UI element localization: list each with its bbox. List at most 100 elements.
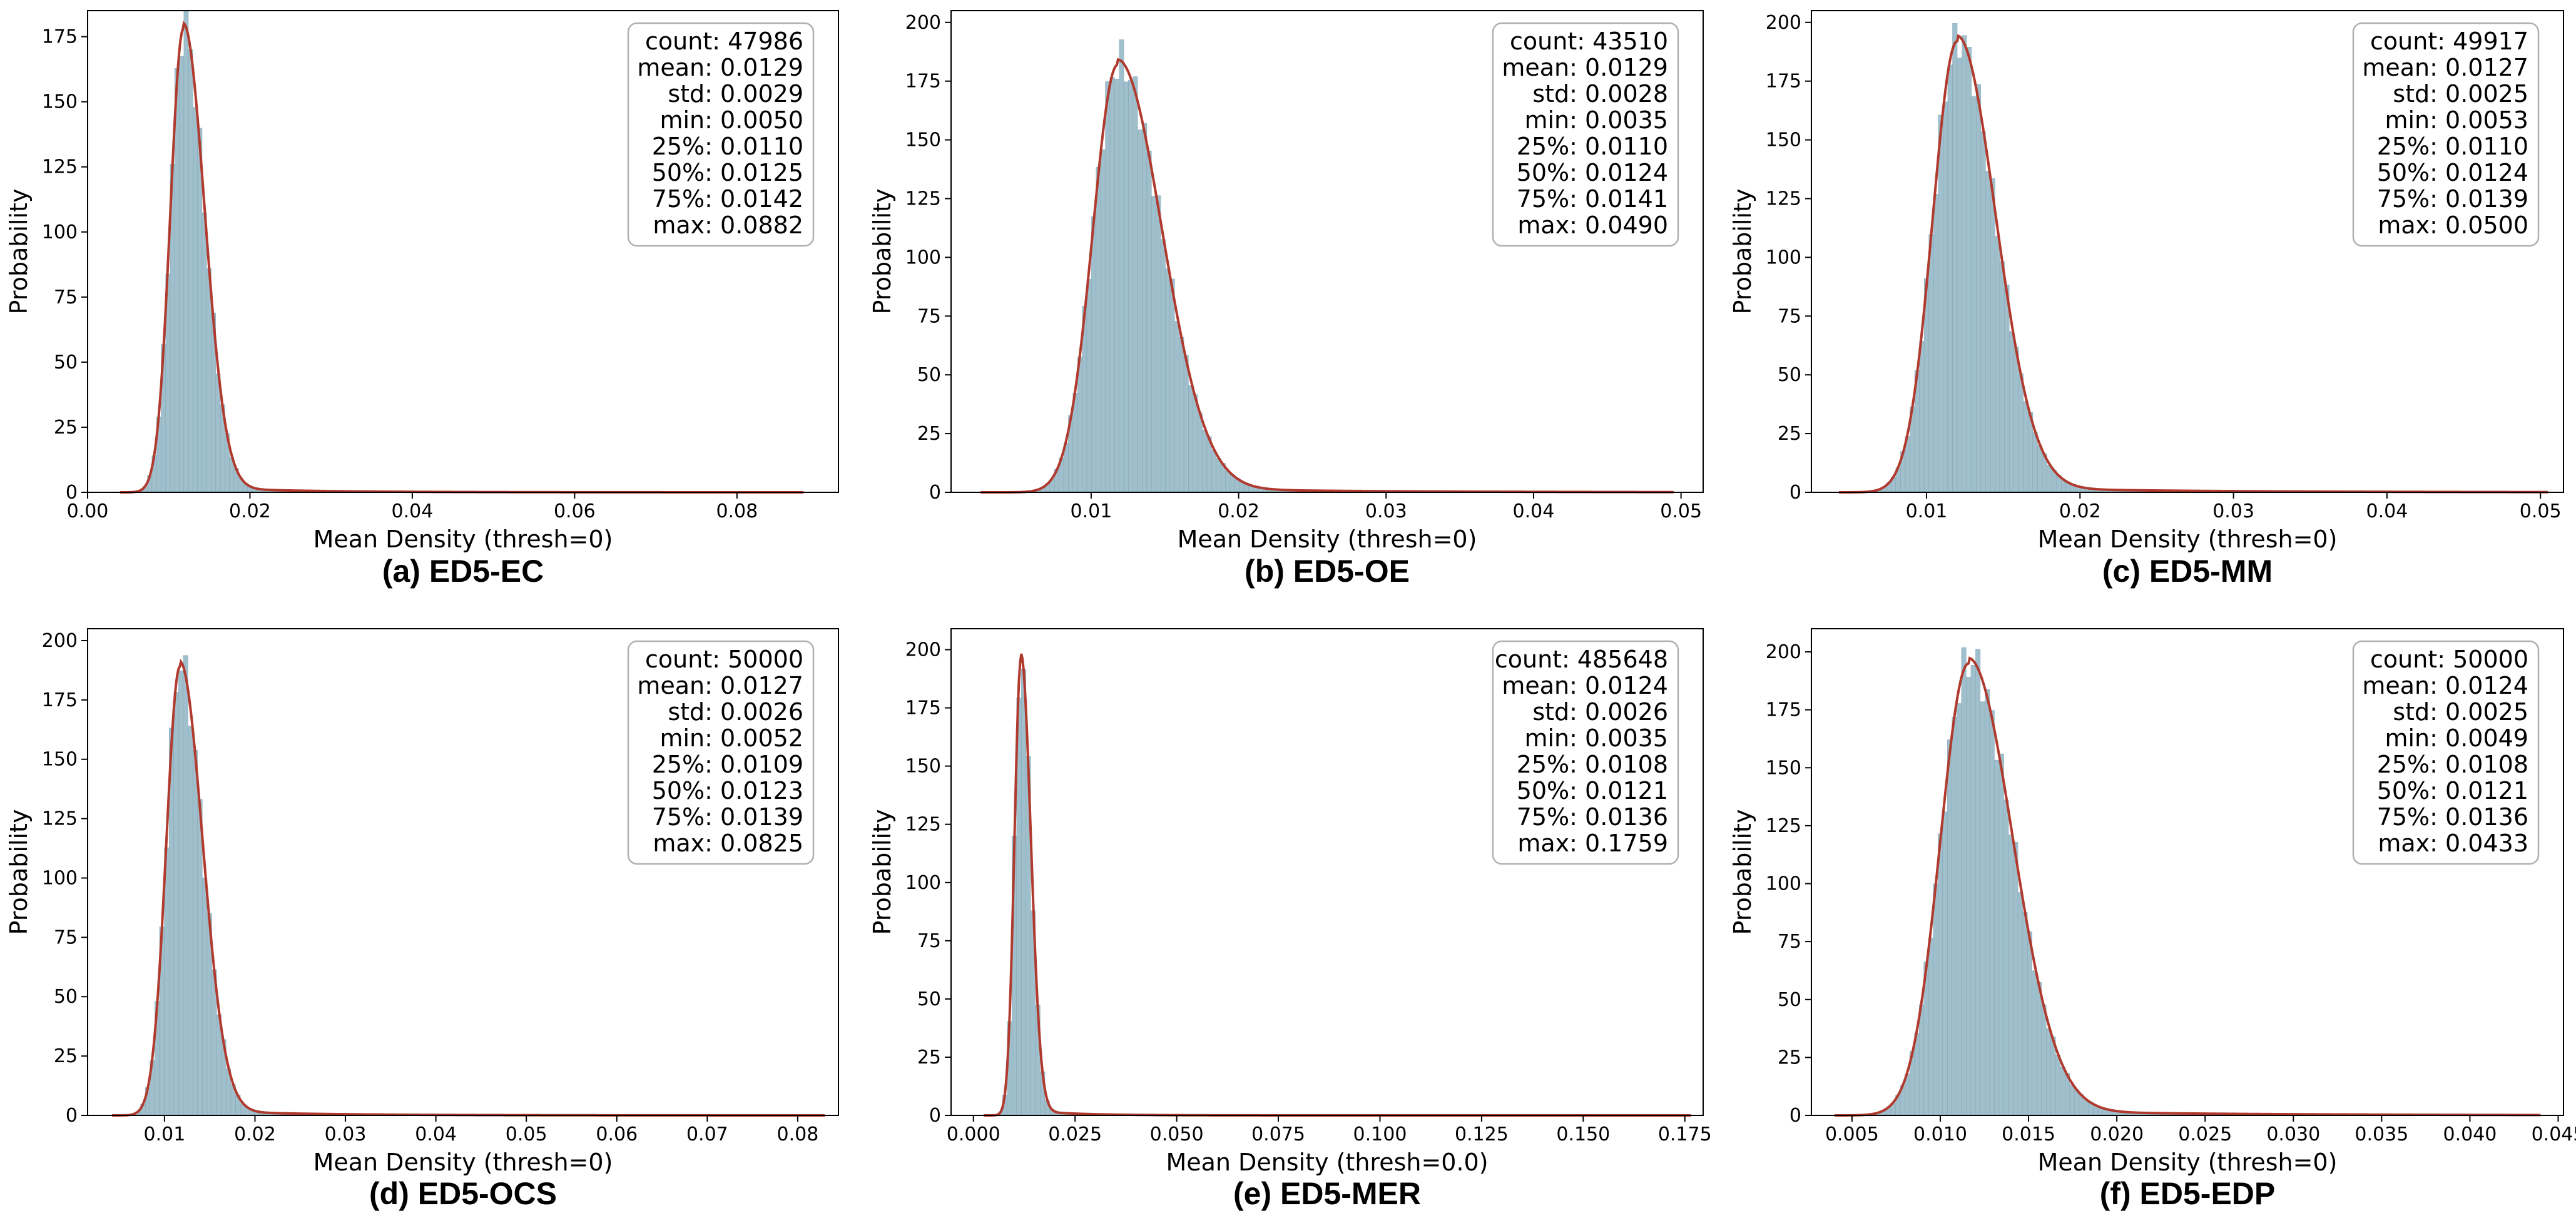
x-axis-label: Mean Density (thresh=0) [313, 1149, 613, 1176]
histogram-bar [2003, 799, 2009, 1116]
panel-caption: (b) ED5-OE [1245, 554, 1410, 589]
stats-line: count: 50000 [645, 646, 803, 673]
stats-line: 75%: 0.0136 [1517, 803, 1668, 831]
stats-line: mean: 0.0129 [1502, 54, 1668, 81]
histogram-bar [2013, 347, 2019, 493]
stats-line: 75%: 0.0139 [652, 803, 803, 831]
histogram-bar [1138, 129, 1143, 493]
stats-line: 50%: 0.0121 [2377, 777, 2528, 804]
histogram-bar [2046, 1028, 2051, 1116]
histogram-bar [1202, 430, 1208, 493]
x-tick-label: 0.02 [2059, 500, 2101, 522]
x-tick-label: 0.02 [234, 1124, 276, 1145]
histogram-bar [1995, 236, 2000, 493]
x-tick-label: 0.05 [506, 1124, 547, 1145]
histogram-bar [2055, 1055, 2061, 1116]
stats-box-border [1492, 640, 1679, 865]
x-tick-label: 0.010 [1913, 1124, 1967, 1145]
y-tick-label: 25 [917, 423, 941, 445]
stats-line: 25%: 0.0109 [652, 751, 803, 778]
x-tick-label: 0.025 [1048, 1124, 1102, 1145]
histogram-bar [197, 799, 203, 1116]
histogram-bar [1947, 739, 1952, 1116]
histogram-bar [1938, 114, 1943, 493]
histogram-bar [2023, 401, 2029, 493]
y-tick-label: 100 [905, 872, 941, 894]
histogram-bar [1942, 811, 1948, 1116]
y-tick-label: 0 [929, 1105, 941, 1127]
x-tick-label: 0.06 [554, 500, 596, 522]
histogram-bar [1928, 937, 1933, 1116]
histogram-bar [1183, 355, 1189, 493]
histogram-bar [1918, 1004, 1924, 1116]
histogram-bar [1105, 81, 1111, 493]
histogram-bar [1919, 341, 1925, 493]
y-tick-label: 75 [917, 305, 941, 327]
x-tick-label: 0.01 [143, 1124, 185, 1145]
y-axis-label: Probability [1729, 189, 1756, 315]
stats-line: 50%: 0.0121 [1517, 777, 1668, 804]
histogram-bar [1021, 669, 1027, 1116]
y-tick-label: 175 [1766, 71, 1801, 93]
plot-frame [1811, 10, 2564, 493]
histogram-bar [1225, 470, 1231, 493]
histogram-bar [1151, 196, 1156, 493]
histogram-bar [1109, 77, 1115, 493]
y-tick-label: 150 [905, 756, 941, 778]
histogram-bar [1957, 58, 1962, 493]
x-tick-label: 0.00 [67, 500, 109, 522]
histogram-bar [2084, 1100, 2089, 1116]
histogram-bar [1998, 753, 2004, 1116]
histogram-bar [1100, 150, 1106, 493]
stats-line: min: 0.0052 [659, 724, 803, 752]
histogram-bar [1994, 759, 2000, 1116]
x-tick-label: 0.04 [2366, 500, 2408, 522]
histogram-bar [2017, 892, 2023, 1116]
histogram-bar [1952, 717, 1957, 1116]
x-tick-label: 0.035 [2355, 1124, 2408, 1145]
y-tick-label: 75 [54, 287, 78, 308]
panel-d: 0.01 0.02 0.03 0.04 0.05 0.06 0.07 0.08 0 25 50 75 1… [5, 628, 839, 1211]
histogram-bar [1966, 47, 1972, 493]
stats-line: 75%: 0.0139 [2377, 185, 2528, 213]
plot-frame [950, 10, 1704, 493]
y-tick-label: 150 [42, 749, 78, 771]
panel-b: 0.01 0.02 0.03 0.04 0.05 0 25 50 75 100 125 150 175 2… [868, 10, 1704, 589]
x-tick-label: 0.05 [1660, 500, 1702, 522]
histogram-bar [1970, 665, 1976, 1116]
histogram-bar [202, 878, 208, 1116]
x-tick-label: 0.025 [2178, 1124, 2232, 1145]
y-axis-label: Probability [868, 809, 896, 935]
y-tick-label: 75 [917, 930, 941, 952]
y-tick-label: 200 [905, 12, 941, 34]
y-tick-label: 200 [1766, 12, 1801, 34]
stats-line: count: 49917 [2370, 28, 2528, 55]
histogram-bar [192, 749, 198, 1116]
histogram-bar [1943, 101, 1948, 493]
x-tick-label: 0.03 [1365, 500, 1407, 522]
stats-line: 25%: 0.0110 [1517, 133, 1668, 160]
histogram-bar [1947, 64, 1953, 493]
y-tick-label: 25 [1778, 1047, 1801, 1068]
stats-line: mean: 0.0127 [637, 672, 803, 699]
x-tick-label: 0.000 [947, 1124, 1000, 1145]
y-tick-label: 175 [905, 71, 941, 93]
histogram-bar [201, 212, 207, 493]
stats-line: std: 0.0025 [2393, 698, 2528, 726]
panel-caption: (e) ED5-MER [1233, 1176, 1421, 1211]
stats-box-border [627, 22, 815, 247]
histogram-bar [1123, 81, 1129, 493]
histogram-bar [183, 655, 188, 1116]
histogram-bar [1971, 96, 1977, 493]
x-tick-label: 0.125 [1455, 1124, 1509, 1145]
stats-line: 75%: 0.0141 [1517, 185, 1668, 213]
y-tick-label: 150 [905, 129, 941, 151]
stats-line: min: 0.0050 [659, 106, 803, 134]
stats-line: 50%: 0.0125 [652, 159, 803, 186]
x-tick-label: 0.100 [1353, 1124, 1407, 1145]
y-tick-label: 150 [42, 91, 78, 113]
y-tick-label: 125 [1766, 815, 1801, 837]
x-axis-label: Mean Density (thresh=0) [2038, 1149, 2338, 1176]
